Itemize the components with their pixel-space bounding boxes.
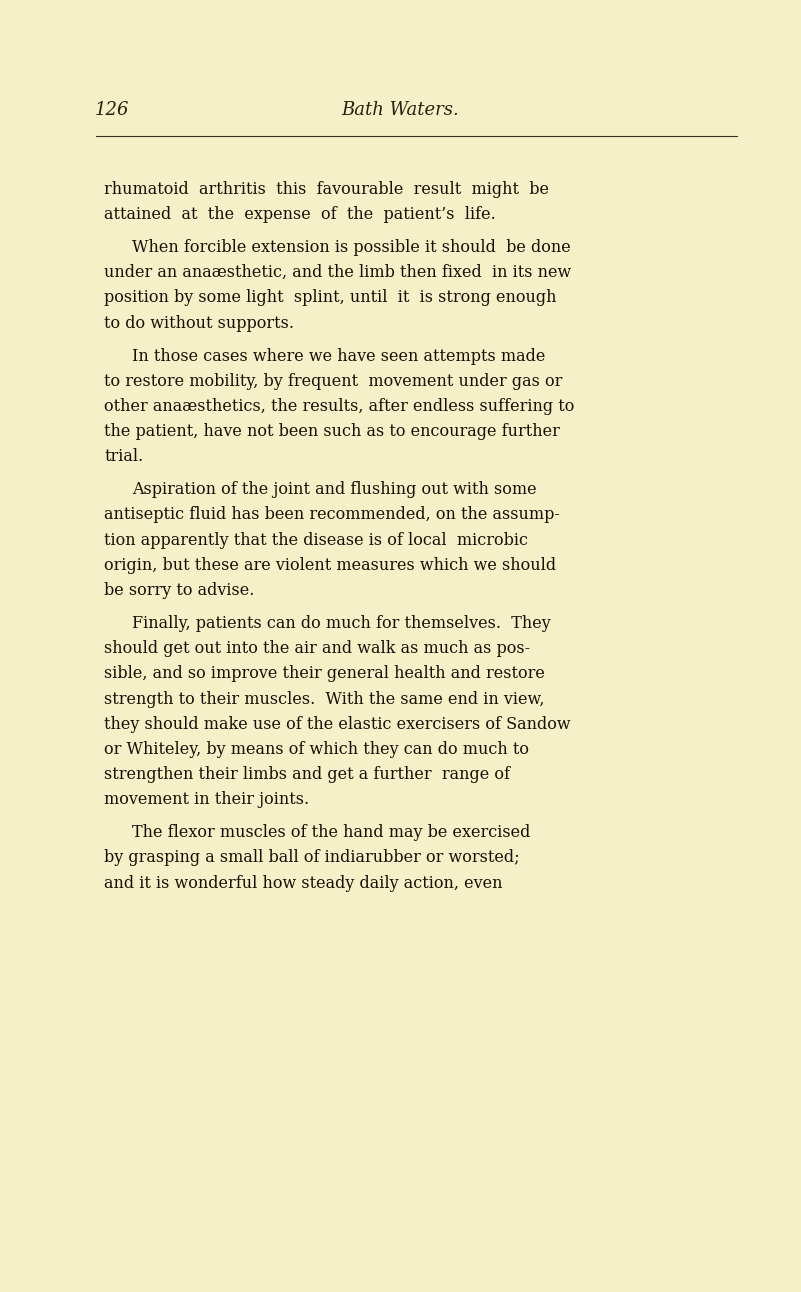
Text: tion apparently that the disease is of local  microbic: tion apparently that the disease is of l… [104,531,528,549]
Text: Finally, patients can do much for themselves.  They: Finally, patients can do much for themse… [132,615,551,632]
Text: The flexor muscles of the hand may be exercised: The flexor muscles of the hand may be ex… [132,824,530,841]
Text: origin, but these are violent measures which we should: origin, but these are violent measures w… [104,557,556,574]
Text: the patient, have not been such as to encourage further: the patient, have not been such as to en… [104,422,560,441]
Text: be sorry to advise.: be sorry to advise. [104,581,255,599]
Text: to do without supports.: to do without supports. [104,314,294,332]
Text: attained  at  the  expense  of  the  patient’s  life.: attained at the expense of the patient’s… [104,205,496,224]
Text: strengthen their limbs and get a further  range of: strengthen their limbs and get a further… [104,766,510,783]
Text: trial.: trial. [104,448,143,465]
Text: should get out into the air and walk as much as pos-: should get out into the air and walk as … [104,640,530,658]
Text: rhumatoid  arthritis  this  favourable  result  might  be: rhumatoid arthritis this favourable resu… [104,181,549,198]
Text: by grasping a small ball of indiarubber or worsted;: by grasping a small ball of indiarubber … [104,849,520,867]
Text: and it is wonderful how steady daily action, even: and it is wonderful how steady daily act… [104,875,503,891]
Text: sible, and so improve their general health and restore: sible, and so improve their general heal… [104,665,545,682]
Text: other anaæsthetics, the results, after endless suffering to: other anaæsthetics, the results, after e… [104,398,574,415]
Text: 126: 126 [95,101,130,119]
Text: When forcible extension is possible it should  be done: When forcible extension is possible it s… [132,239,571,256]
Text: antiseptic fluid has been recommended, on the assump-: antiseptic fluid has been recommended, o… [104,506,560,523]
Text: Bath Waters.: Bath Waters. [341,101,460,119]
Text: strength to their muscles.  With the same end in view,: strength to their muscles. With the same… [104,690,545,708]
Text: they should make use of the elastic exercisers of Sandow: they should make use of the elastic exer… [104,716,571,733]
Text: or Whiteley, by means of which they can do much to: or Whiteley, by means of which they can … [104,740,529,758]
Text: to restore mobility, by frequent  movement under gas or: to restore mobility, by frequent movemen… [104,372,562,390]
Text: under an anaæsthetic, and the limb then fixed  in its new: under an anaæsthetic, and the limb then … [104,265,571,282]
Text: In those cases where we have seen attempts made: In those cases where we have seen attemp… [132,348,545,364]
Text: position by some light  splint, until  it  is strong enough: position by some light splint, until it … [104,289,557,306]
Text: Aspiration of the joint and flushing out with some: Aspiration of the joint and flushing out… [132,481,537,499]
Text: movement in their joints.: movement in their joints. [104,791,309,809]
